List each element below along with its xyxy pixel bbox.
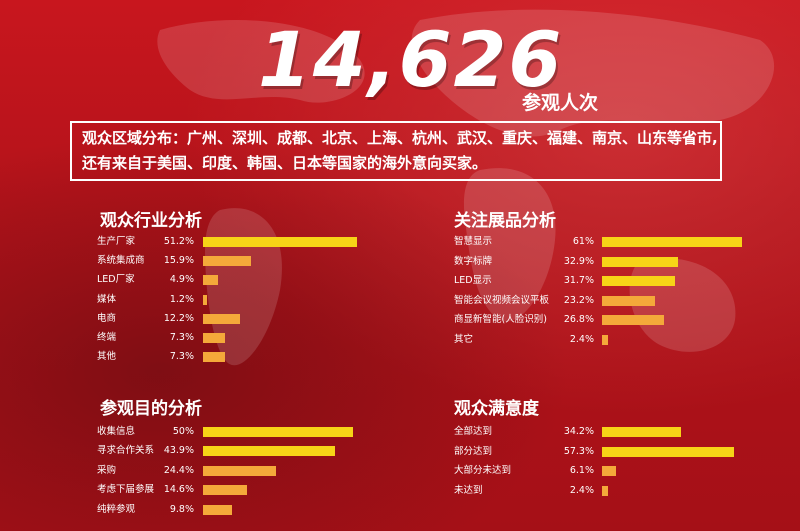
value-label: 23.2% — [563, 294, 594, 306]
value-label: 32.9% — [563, 255, 594, 267]
category-label: 生产厂家 — [97, 236, 136, 247]
category-label: 其它 — [454, 334, 474, 345]
bar-row: 其他 7.3% — [97, 349, 457, 365]
bar-row: 系统集成商 15.9% — [97, 253, 457, 269]
bar — [203, 333, 225, 343]
category-label: 商显新智能(人脸识别) — [454, 314, 547, 326]
bar — [203, 237, 357, 247]
bar-row: 媒体 1.2% — [97, 292, 457, 308]
bar — [203, 504, 233, 515]
category-label: 系统集成商 — [97, 255, 145, 267]
bar — [203, 465, 277, 476]
bar-row: 智慧显示 61% — [454, 234, 800, 250]
bar — [602, 335, 608, 345]
category-label: 纯粹参观 — [97, 503, 136, 515]
bar — [602, 295, 656, 306]
bar-row: 终端 7.3% — [97, 330, 457, 346]
bar-row: 未达到 2.4% — [454, 483, 800, 499]
bar-row: LED厂家 4.9% — [97, 272, 457, 288]
value-label: 9.8% — [169, 503, 194, 515]
value-label: 34.2% — [563, 426, 594, 437]
bar-row: 收集信息 50% — [97, 424, 457, 440]
bar — [602, 237, 743, 247]
region-distribution-box: 观众区域分布：广州、深圳、成都、北京、上海、杭州、武汉、重庆、福建、南京、山东等… — [70, 121, 722, 181]
bar — [203, 427, 353, 437]
bar — [203, 313, 240, 324]
value-label: 43.9% — [163, 445, 194, 457]
category-label: LED厂家 — [97, 274, 135, 286]
value-label: 4.9% — [169, 274, 194, 286]
bar — [203, 352, 225, 363]
value-label: 7.3% — [169, 332, 194, 343]
bar-row: 部分达到 57.3% — [454, 444, 800, 460]
category-label: 智慧显示 — [454, 236, 493, 247]
bar — [203, 275, 218, 286]
value-label: 61% — [572, 236, 594, 247]
bar — [602, 256, 678, 267]
bar-row: 电商 12.2% — [97, 311, 457, 327]
chart-title-industry: 观众行业分析 — [100, 211, 202, 231]
visitor-count: 14,626 — [258, 15, 564, 104]
bar-row: 纯粹参观 9.8% — [97, 502, 457, 518]
category-label: 部分达到 — [454, 445, 493, 457]
category-label: 其他 — [97, 351, 117, 363]
value-label: 24.4% — [163, 464, 194, 476]
bar-row: 考虑下届参展 14.6% — [97, 482, 457, 498]
visitor-count-unit: 参观人次 — [522, 92, 599, 114]
bar — [602, 427, 681, 437]
value-label: 2.4% — [569, 484, 594, 496]
value-label: 14.6% — [163, 484, 194, 496]
value-label: 31.7% — [563, 275, 594, 287]
value-label: 1.2% — [169, 293, 194, 305]
bar-row: 数字标牌 32.9% — [454, 254, 800, 270]
bar — [602, 446, 734, 457]
bar — [602, 466, 617, 477]
bar-row: 大部分未达到 6.1% — [454, 463, 800, 479]
bar — [203, 294, 207, 305]
value-label: 7.3% — [169, 351, 194, 363]
bar-row: 其它 2.4% — [454, 332, 800, 348]
category-label: 考虑下届参展 — [97, 484, 155, 496]
value-label: 50% — [172, 426, 194, 437]
category-label: 大部分未达到 — [454, 465, 512, 477]
region-line-2: 还有来自于美国、印度、韩国、日本等国家的海外意向买家。 — [82, 154, 488, 172]
region-line-1: 观众区域分布：广州、深圳、成都、北京、上海、杭州、武汉、重庆、福建、南京、山东等… — [82, 129, 718, 147]
chart-title-satisfaction: 观众满意度 — [454, 399, 539, 419]
bar-row: 全部达到 34.2% — [454, 424, 800, 440]
category-label: 采购 — [97, 464, 117, 476]
value-label: 15.9% — [163, 255, 194, 267]
category-label: 数字标牌 — [454, 255, 493, 267]
bar-row: 智能会议视频会议平板 23.2% — [454, 293, 800, 309]
bar-row: 寻求合作关系 43.9% — [97, 443, 457, 459]
category-label: 未达到 — [454, 484, 483, 496]
bar — [602, 276, 675, 287]
bar — [602, 485, 608, 496]
category-label: 终端 — [97, 332, 117, 343]
category-label: LED显示 — [454, 275, 492, 287]
bar — [602, 315, 664, 326]
bar-row: 采购 24.4% — [97, 463, 457, 479]
value-label: 57.3% — [563, 445, 594, 457]
bar — [203, 256, 251, 267]
category-label: 电商 — [97, 312, 117, 324]
category-label: 收集信息 — [97, 426, 136, 437]
bar-row: 商显新智能(人脸识别) 26.8% — [454, 312, 800, 328]
chart-title-purpose: 参观目的分析 — [100, 399, 202, 419]
category-label: 寻求合作关系 — [97, 445, 155, 457]
value-label: 2.4% — [569, 334, 594, 345]
category-label: 全部达到 — [454, 426, 493, 437]
bar — [203, 485, 247, 496]
value-label: 6.1% — [569, 465, 594, 477]
bar-row: 生产厂家 51.2% — [97, 234, 457, 250]
bar-row: LED显示 31.7% — [454, 273, 800, 289]
value-label: 51.2% — [163, 236, 194, 247]
value-label: 26.8% — [563, 314, 594, 326]
category-label: 媒体 — [97, 293, 117, 305]
category-label: 智能会议视频会议平板 — [454, 294, 550, 306]
bar — [203, 446, 335, 457]
chart-title-exhibits: 关注展品分析 — [454, 211, 556, 231]
value-label: 12.2% — [163, 312, 194, 324]
